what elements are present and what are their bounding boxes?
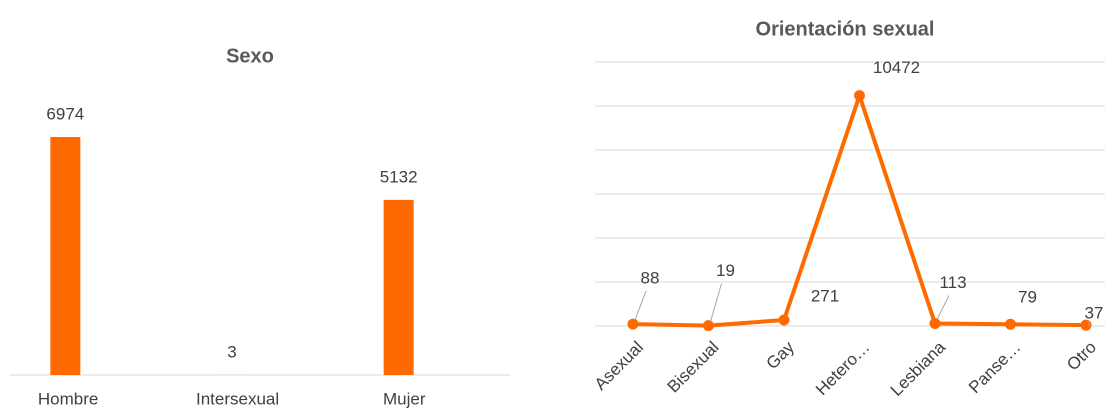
x-tick-label: Hetero… — [812, 338, 874, 400]
data-label: 5132 — [380, 167, 418, 186]
data-label: 79 — [1018, 288, 1037, 307]
point — [778, 314, 790, 326]
data-label: 271 — [811, 287, 839, 306]
chart-title: Sexo — [226, 45, 274, 67]
chart-title: Orientación sexual — [756, 18, 935, 40]
x-tick-label: Intersexual — [196, 389, 279, 408]
point — [703, 320, 714, 332]
data-label: 113 — [939, 273, 966, 292]
x-tick-label: Hombre — [38, 389, 98, 408]
leader-line — [710, 283, 722, 322]
x-tick-label: Gay — [763, 337, 799, 373]
x-tick-label: Lesbiana — [887, 337, 950, 400]
data-label: 3 — [227, 342, 236, 361]
point — [627, 318, 639, 330]
bar — [383, 199, 414, 375]
data-label: 88 — [641, 269, 660, 288]
bar — [50, 137, 81, 375]
x-tick-label: Otro — [1063, 338, 1100, 375]
leader-line — [634, 290, 647, 321]
point — [854, 90, 865, 102]
data-label: 19 — [716, 261, 735, 280]
leader-line — [1087, 321, 1091, 327]
x-tick-label: Panse… — [965, 338, 1025, 398]
data-label: 10472 — [873, 58, 920, 77]
x-tick-label: Bisexual — [664, 338, 723, 397]
leader-line — [936, 295, 950, 320]
x-tick-label: Asexual — [591, 338, 647, 394]
data-label: 6974 — [46, 104, 84, 123]
point — [1005, 318, 1016, 330]
data-label: 37 — [1085, 304, 1104, 323]
x-tick-label: Mujer — [383, 389, 426, 408]
point — [929, 318, 941, 330]
